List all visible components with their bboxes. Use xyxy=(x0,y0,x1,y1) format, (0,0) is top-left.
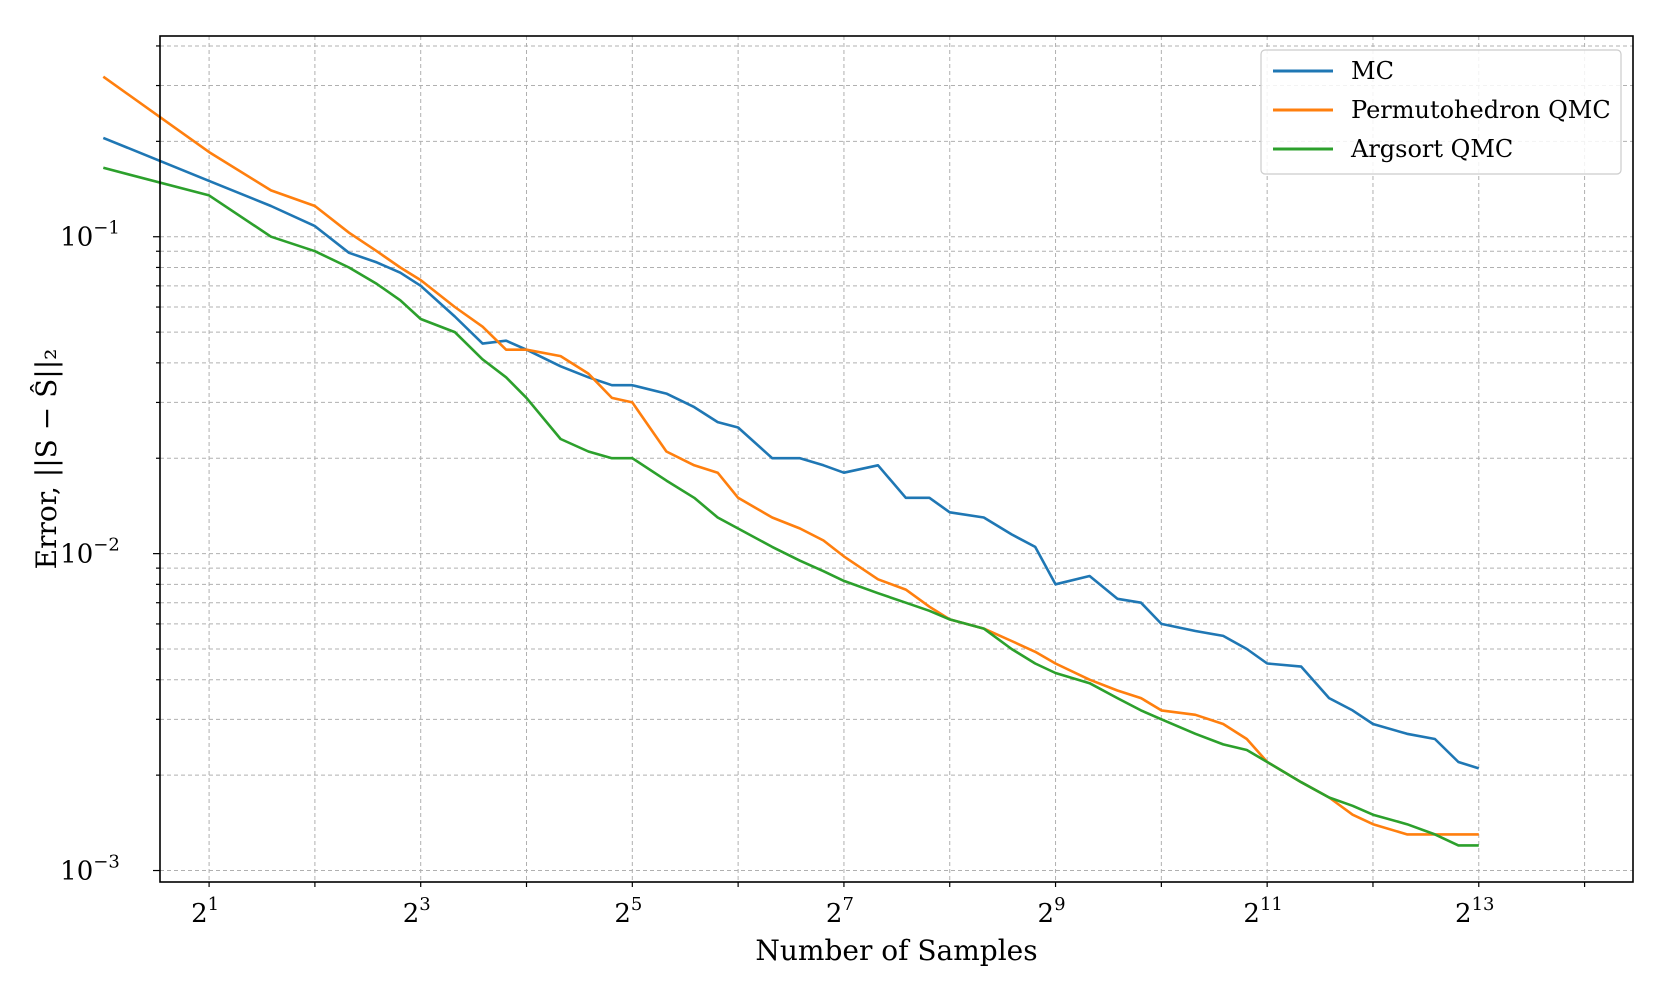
y-tick-label: 10−1 xyxy=(60,218,120,253)
series-layer xyxy=(102,75,1480,847)
axis-ticks: 21 23 25 27 29 211 213 10−3 10−2 10−1 xyxy=(60,45,1586,929)
legend-entry: Argsort QMC xyxy=(1350,135,1513,163)
x-tick-label: 27 xyxy=(826,894,854,929)
y-tick-label: 10−2 xyxy=(60,535,120,570)
x-tick-label: 29 xyxy=(1038,894,1066,929)
x-tick-label: 213 xyxy=(1455,894,1494,929)
legend-entry: Permutohedron QMC xyxy=(1351,96,1611,124)
series-line xyxy=(102,166,1479,847)
grid xyxy=(160,36,1633,882)
x-tick-label: 25 xyxy=(614,894,642,929)
x-tick-label: 21 xyxy=(191,894,219,929)
series-line xyxy=(102,136,1480,770)
y-tick-label: 10−3 xyxy=(60,852,120,887)
legend-entry: MC xyxy=(1351,57,1394,85)
legend-box xyxy=(1260,49,1622,175)
x-tick-label: 23 xyxy=(403,894,431,929)
x-axis-label: Number of Samples xyxy=(755,934,1037,967)
y-axis-label: Error, ||S − Ŝ||₂ xyxy=(29,349,63,570)
plot-area xyxy=(159,35,1634,883)
x-tick-label: 211 xyxy=(1243,894,1282,929)
series-line xyxy=(102,75,1479,836)
legend: MC Permutohedron QMC Argsort QMC xyxy=(1260,49,1622,175)
